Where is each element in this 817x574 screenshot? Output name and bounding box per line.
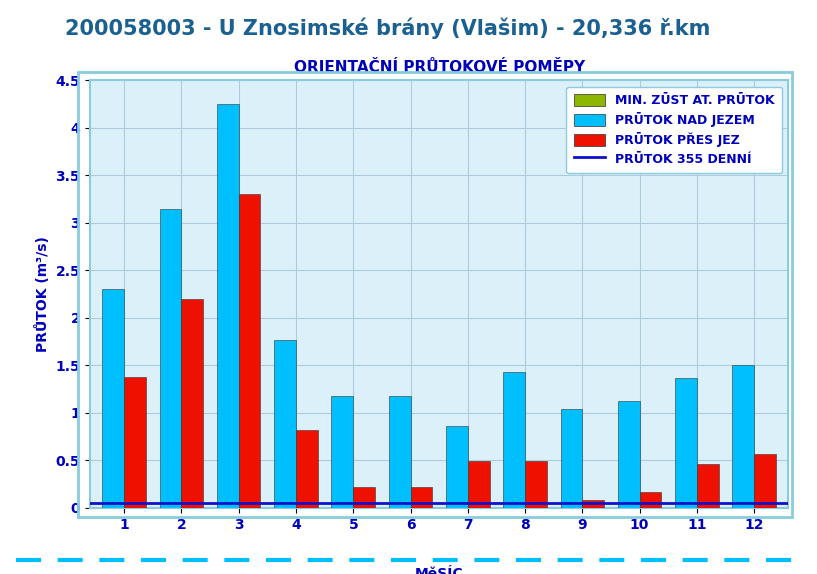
Text: MěSÍC: MěSÍC [415, 567, 463, 574]
Bar [640, 492, 661, 508]
Bar [181, 299, 203, 508]
Bar [296, 430, 318, 508]
Bar [217, 104, 239, 508]
Title: ORIENTAČNÍ PRŮTOKOVÉ POMĚPY: ORIENTAČNÍ PRŮTOKOVÉ POMĚPY [293, 60, 585, 75]
Bar [159, 209, 181, 508]
Bar [410, 487, 432, 508]
Bar [754, 454, 776, 508]
Bar [353, 487, 375, 508]
Bar [468, 461, 489, 508]
Bar [583, 501, 604, 508]
Y-axis label: PRŮTOK (m³/s): PRŮTOK (m³/s) [35, 236, 50, 352]
Bar [446, 426, 468, 508]
Bar [525, 461, 547, 508]
Legend: MIN. ZŪST AT. PRŪTOK, PRŪTOK NAD JEZEM, PRŪTOK PŘES JEZ, PRŪTOK 355 DENNÍ: MIN. ZŪST AT. PRŪTOK, PRŪTOK NAD JEZEM, … [566, 87, 782, 173]
Bar [560, 409, 583, 508]
Bar [675, 378, 697, 508]
Bar [697, 464, 718, 508]
Bar [503, 372, 525, 508]
Bar [332, 396, 353, 508]
Text: 200058003 - U Znosimské brány (Vlašim) - 20,336 ř.km: 200058003 - U Znosimské brány (Vlašim) -… [65, 17, 711, 38]
Bar [389, 396, 410, 508]
Bar [102, 289, 124, 508]
Bar [732, 366, 754, 508]
Bar [275, 340, 296, 508]
Bar [239, 195, 261, 508]
Bar [618, 401, 640, 508]
Bar [124, 377, 146, 508]
